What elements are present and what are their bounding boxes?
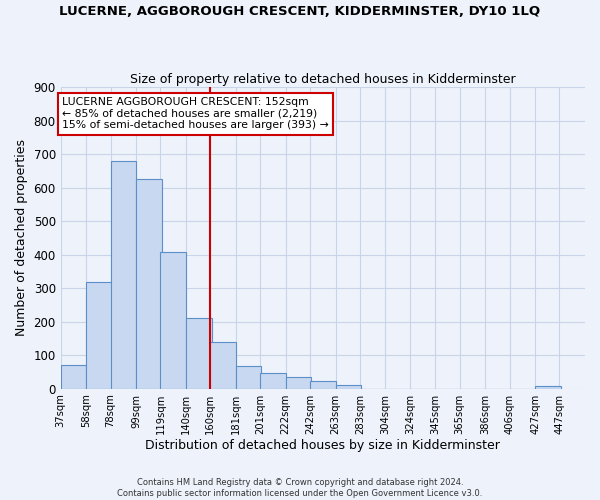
Text: LUCERNE AGGBOROUGH CRESCENT: 152sqm
← 85% of detached houses are smaller (2,219): LUCERNE AGGBOROUGH CRESCENT: 152sqm ← 85… bbox=[62, 97, 329, 130]
Bar bbox=[286, 376, 311, 388]
Text: Contains HM Land Registry data © Crown copyright and database right 2024.
Contai: Contains HM Land Registry data © Crown c… bbox=[118, 478, 482, 498]
Bar bbox=[211, 342, 236, 388]
Bar bbox=[535, 386, 560, 388]
Y-axis label: Number of detached properties: Number of detached properties bbox=[15, 140, 28, 336]
Bar bbox=[260, 372, 286, 388]
Bar bbox=[335, 386, 361, 388]
Bar bbox=[236, 366, 262, 388]
X-axis label: Distribution of detached houses by size in Kidderminster: Distribution of detached houses by size … bbox=[145, 440, 500, 452]
Bar bbox=[310, 382, 335, 388]
Title: Size of property relative to detached houses in Kidderminster: Size of property relative to detached ho… bbox=[130, 73, 515, 86]
Bar bbox=[186, 318, 212, 388]
Text: LUCERNE, AGGBOROUGH CRESCENT, KIDDERMINSTER, DY10 1LQ: LUCERNE, AGGBOROUGH CRESCENT, KIDDERMINS… bbox=[59, 5, 541, 18]
Bar bbox=[110, 160, 136, 388]
Bar bbox=[86, 282, 112, 389]
Bar bbox=[160, 252, 186, 388]
Bar bbox=[136, 180, 161, 388]
Bar bbox=[61, 366, 86, 388]
